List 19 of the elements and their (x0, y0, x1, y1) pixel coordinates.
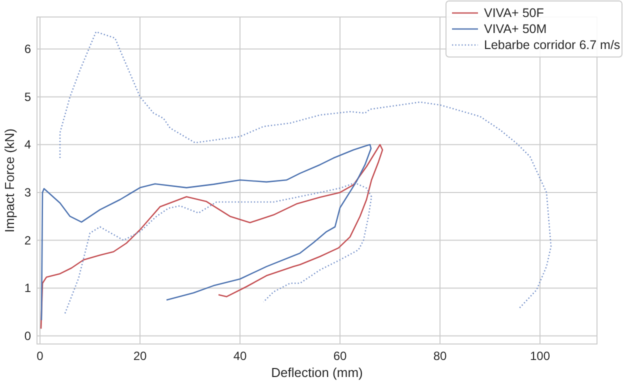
legend-label: VIVA+ 50M (484, 22, 547, 36)
x-axis-title: Deflection (mm) (271, 365, 363, 380)
y-tick-label: 1 (24, 281, 32, 296)
x-tick-label: 80 (433, 349, 447, 363)
x-tick-label: 100 (530, 349, 550, 363)
y-tick-label: 0 (24, 328, 32, 343)
y-tick-label: 2 (24, 233, 32, 248)
x-tick-label: 20 (133, 349, 147, 363)
y-axis-title: Impact Force (kN) (2, 128, 17, 233)
legend-label: VIVA+ 50F (484, 6, 544, 20)
y-tick-label: 4 (24, 138, 32, 152)
y-tick-label: 3 (24, 185, 32, 200)
line-series (64, 182, 372, 314)
y-tick-label: 5 (24, 90, 32, 104)
legend-label: Lebarbe corridor 6.7 m/s (484, 38, 620, 52)
x-tick-label: 60 (333, 349, 347, 363)
y-tick-label: 6 (24, 42, 32, 56)
x-tick-label: 0 (36, 349, 44, 363)
x-tick-label: 40 (233, 349, 247, 363)
